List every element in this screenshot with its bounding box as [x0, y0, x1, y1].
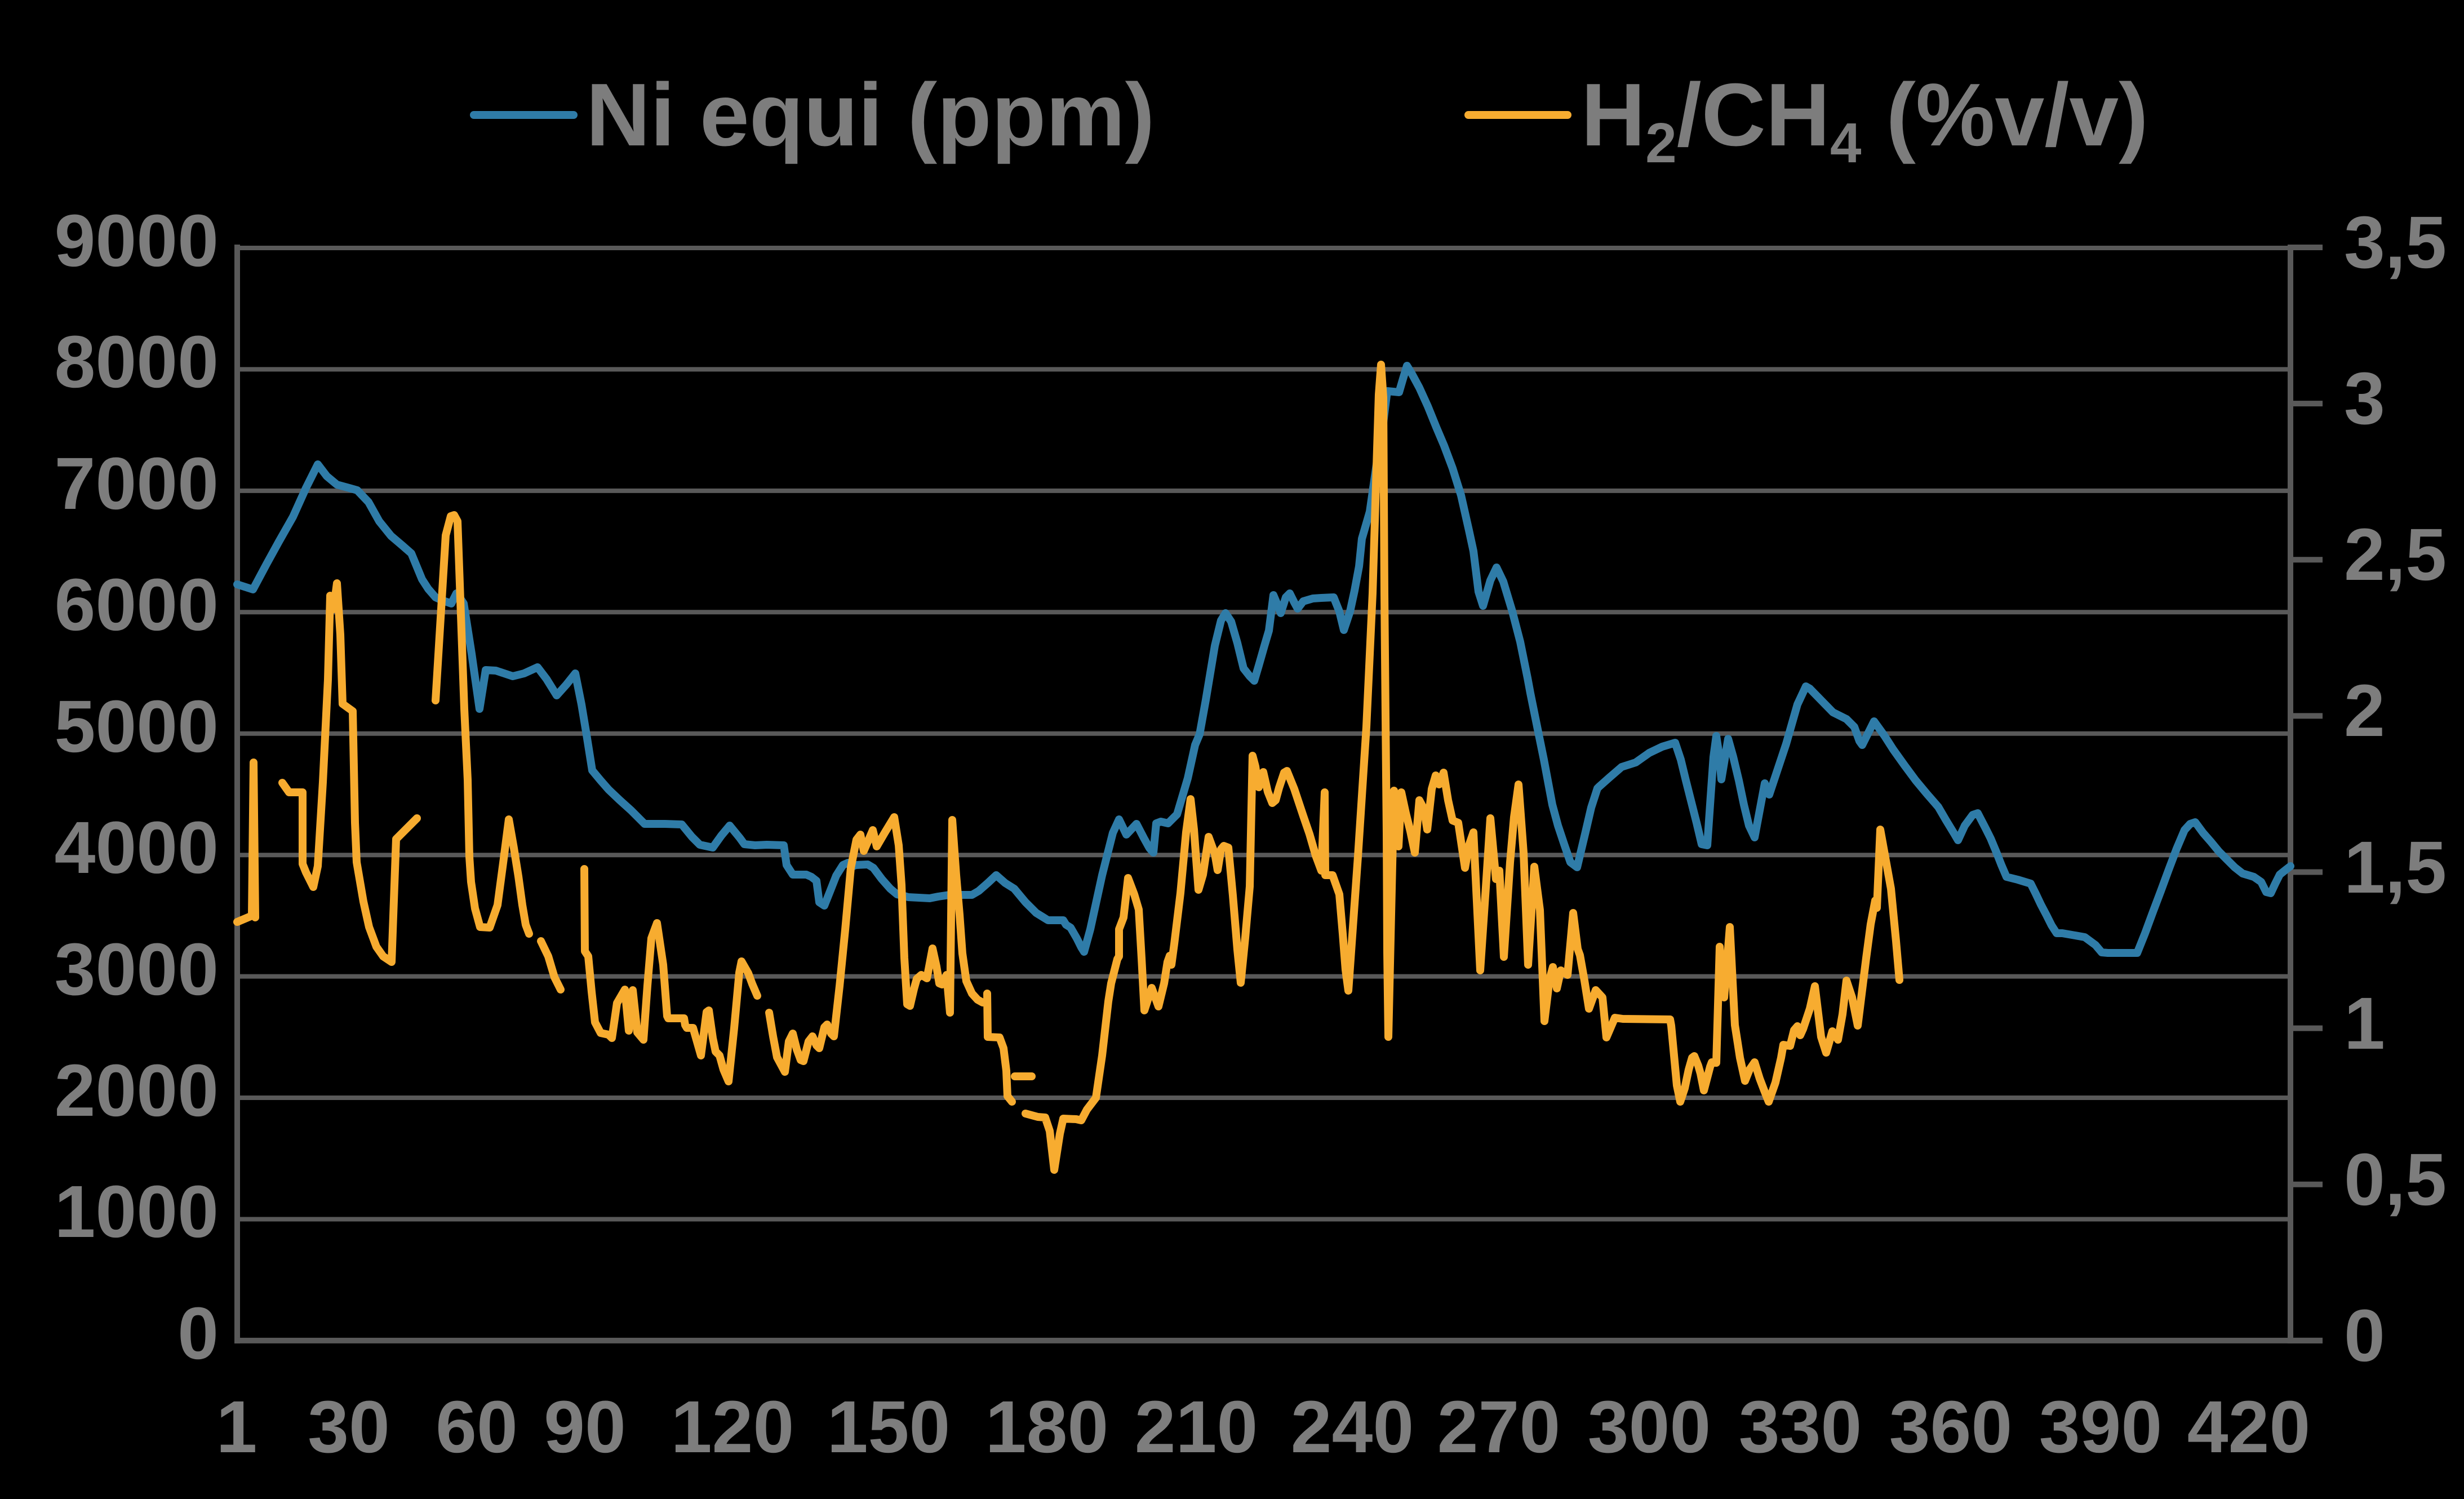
svg-text:5000: 5000 [55, 685, 219, 768]
svg-text:120: 120 [671, 1385, 794, 1468]
svg-text:1: 1 [216, 1385, 258, 1468]
svg-text:210: 210 [1135, 1385, 1258, 1468]
svg-text:Ni equi (ppm): Ni equi (ppm) [586, 65, 1155, 165]
svg-text:6000: 6000 [55, 563, 219, 646]
svg-text:0: 0 [177, 1292, 219, 1374]
svg-text:3,5: 3,5 [2344, 201, 2447, 283]
svg-text:1,5: 1,5 [2344, 826, 2447, 908]
svg-text:4000: 4000 [55, 806, 219, 889]
svg-text:0,5: 0,5 [2344, 1138, 2447, 1221]
svg-text:H2/CH4 (%v/v): H2/CH4 (%v/v) [1581, 65, 2148, 175]
svg-text:1000: 1000 [55, 1170, 219, 1253]
svg-text:2: 2 [2344, 669, 2385, 752]
svg-text:330: 330 [1739, 1385, 1862, 1468]
svg-text:1: 1 [2344, 982, 2385, 1065]
svg-text:90: 90 [544, 1385, 626, 1468]
svg-text:390: 390 [2039, 1385, 2163, 1468]
svg-text:30: 30 [308, 1385, 390, 1468]
svg-text:60: 60 [436, 1385, 518, 1468]
svg-text:150: 150 [827, 1385, 951, 1468]
svg-text:3: 3 [2344, 357, 2385, 440]
svg-text:9000: 9000 [55, 199, 219, 282]
svg-text:360: 360 [1889, 1385, 2013, 1468]
svg-text:7000: 7000 [55, 442, 219, 525]
svg-text:180: 180 [985, 1385, 1109, 1468]
svg-text:420: 420 [2187, 1385, 2311, 1468]
svg-text:240: 240 [1291, 1385, 1414, 1468]
svg-text:2000: 2000 [55, 1049, 219, 1132]
svg-text:8000: 8000 [55, 320, 219, 403]
svg-text:2,5: 2,5 [2344, 513, 2447, 596]
svg-text:3000: 3000 [55, 928, 219, 1010]
svg-text:300: 300 [1588, 1385, 1711, 1468]
svg-text:270: 270 [1437, 1385, 1561, 1468]
svg-text:0: 0 [2344, 1294, 2385, 1377]
